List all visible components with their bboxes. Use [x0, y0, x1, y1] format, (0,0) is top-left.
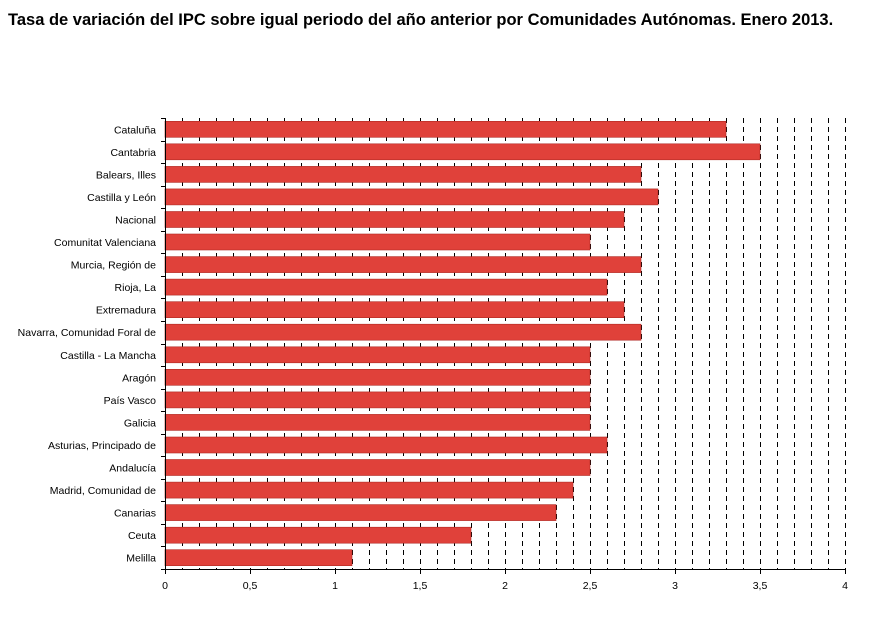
category-label: Ceuta	[128, 530, 156, 542]
category-label: Cataluña	[114, 124, 156, 136]
category-label: Andalucía	[109, 463, 156, 475]
bar	[164, 323, 642, 341]
bar	[164, 256, 642, 273]
bar	[164, 143, 761, 161]
category-label: Extremadura	[96, 305, 156, 317]
bar	[164, 278, 608, 296]
category-label: Galicia	[124, 417, 156, 429]
bar	[164, 526, 472, 544]
bar	[164, 391, 591, 409]
category-label: Asturias, Principado de	[48, 440, 156, 452]
category-label: País Vasco	[104, 395, 156, 407]
x-tick-label: 2	[502, 580, 508, 592]
bar	[164, 504, 557, 521]
x-tick-label: 3,5	[753, 580, 768, 592]
bar	[164, 414, 591, 431]
bar	[164, 549, 353, 567]
bar	[164, 121, 727, 138]
category-label: Comunitat Valenciana	[54, 237, 156, 249]
bar	[164, 436, 608, 454]
bar	[164, 459, 591, 476]
bar	[164, 368, 591, 386]
category-label: Melilla	[126, 553, 156, 565]
bars	[164, 121, 761, 567]
category-label: Nacional	[115, 215, 156, 227]
grid-lines	[182, 118, 846, 569]
x-tick-label: 0	[162, 580, 168, 592]
category-label: Murcia, Región de	[71, 260, 156, 272]
x-tick-label: 4	[842, 580, 848, 592]
category-label: Navarra, Comunidad Foral de	[18, 327, 156, 339]
chart-title: Tasa de variación del IPC sobre igual pe…	[8, 11, 834, 29]
x-tick-label: 2,5	[583, 580, 598, 592]
x-tick-label: 3	[672, 580, 678, 592]
category-label: Aragón	[122, 372, 156, 384]
x-tick-label: 1	[332, 580, 338, 592]
bar	[164, 346, 591, 364]
bar	[164, 166, 642, 183]
category-label: Cantabria	[110, 147, 156, 159]
bar	[164, 233, 591, 251]
category-label: Madrid, Comunidad de	[50, 485, 156, 497]
bar	[164, 188, 659, 206]
category-label: Castilla - La Mancha	[60, 350, 156, 362]
x-axis: 0 0,5 1 1,5 2 2,5 3 3,5 4	[161, 118, 848, 592]
bar	[164, 481, 574, 499]
category-label: Castilla y León	[87, 192, 156, 204]
bar	[164, 211, 625, 228]
category-labels: Cataluña Cantabria Balears, Illes Castilla …	[18, 124, 156, 564]
category-label: Rioja, La	[115, 282, 157, 294]
x-tick-label: 0,5	[243, 580, 258, 592]
x-tick-label: 1,5	[413, 580, 428, 592]
category-label: Balears, Illes	[96, 169, 156, 181]
bar	[164, 301, 625, 319]
category-label: Canarias	[114, 508, 156, 520]
